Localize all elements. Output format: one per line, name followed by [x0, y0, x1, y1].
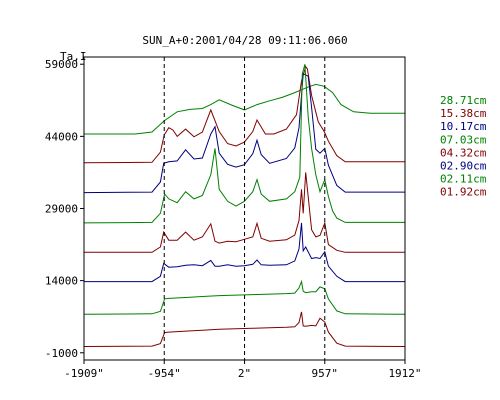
legend-entry-02-11cm: 02.11cm: [440, 173, 487, 186]
dashed-reference-lines: [163, 57, 326, 360]
series-line-07-03cm: [83, 64, 405, 224]
series-line-10-17cm: [83, 73, 405, 194]
chart-title: SUN_A+0:2001/04/28 09:11:06.060: [142, 34, 347, 47]
legend-entry-02-90cm: 02.90cm: [440, 160, 487, 173]
legend-entry-01-92cm: 01.92cm: [440, 186, 487, 199]
y-tick-label: 14000: [45, 275, 78, 288]
y-tick-label: 59000: [45, 58, 78, 71]
y-tick-label: 44000: [45, 130, 78, 143]
legend-entry-28-71cm: 28.71cm: [440, 94, 487, 107]
x-tick-label: 1912": [388, 367, 421, 380]
x-axis-ticks: -1909" -954" 2" 957" 1912": [64, 360, 422, 380]
legend-entry-15-38cm: 15.38cm: [440, 107, 487, 120]
series-line-28-71cm: [84, 83, 405, 135]
legend-entry-07-03cm: 07.03cm: [440, 133, 487, 146]
y-axis-label: Ta,I: [60, 50, 87, 63]
legend-entry-10-17cm: 10.17cm: [440, 120, 487, 133]
series-line-15-38cm: [83, 65, 405, 164]
legend: 28.71cm15.38cm10.17cm07.03cm04.32cm02.90…: [440, 94, 487, 199]
series-line-01-92cm: [83, 311, 406, 347]
x-tick-label: -954": [148, 367, 181, 380]
series-line-02-90cm: [84, 222, 405, 283]
legend-entry-04-32cm: 04.32cm: [440, 146, 487, 159]
x-tick-label: 957": [312, 367, 339, 380]
y-tick-label: 29000: [45, 203, 78, 216]
y-axis-ticks: 59000 44000 29000 14000 -1000: [45, 58, 84, 360]
y-tick-label: -1000: [45, 347, 78, 360]
x-tick-label: 2": [238, 367, 251, 380]
series-line-04-32cm: [84, 172, 405, 253]
x-tick-label: -1909": [64, 367, 104, 380]
